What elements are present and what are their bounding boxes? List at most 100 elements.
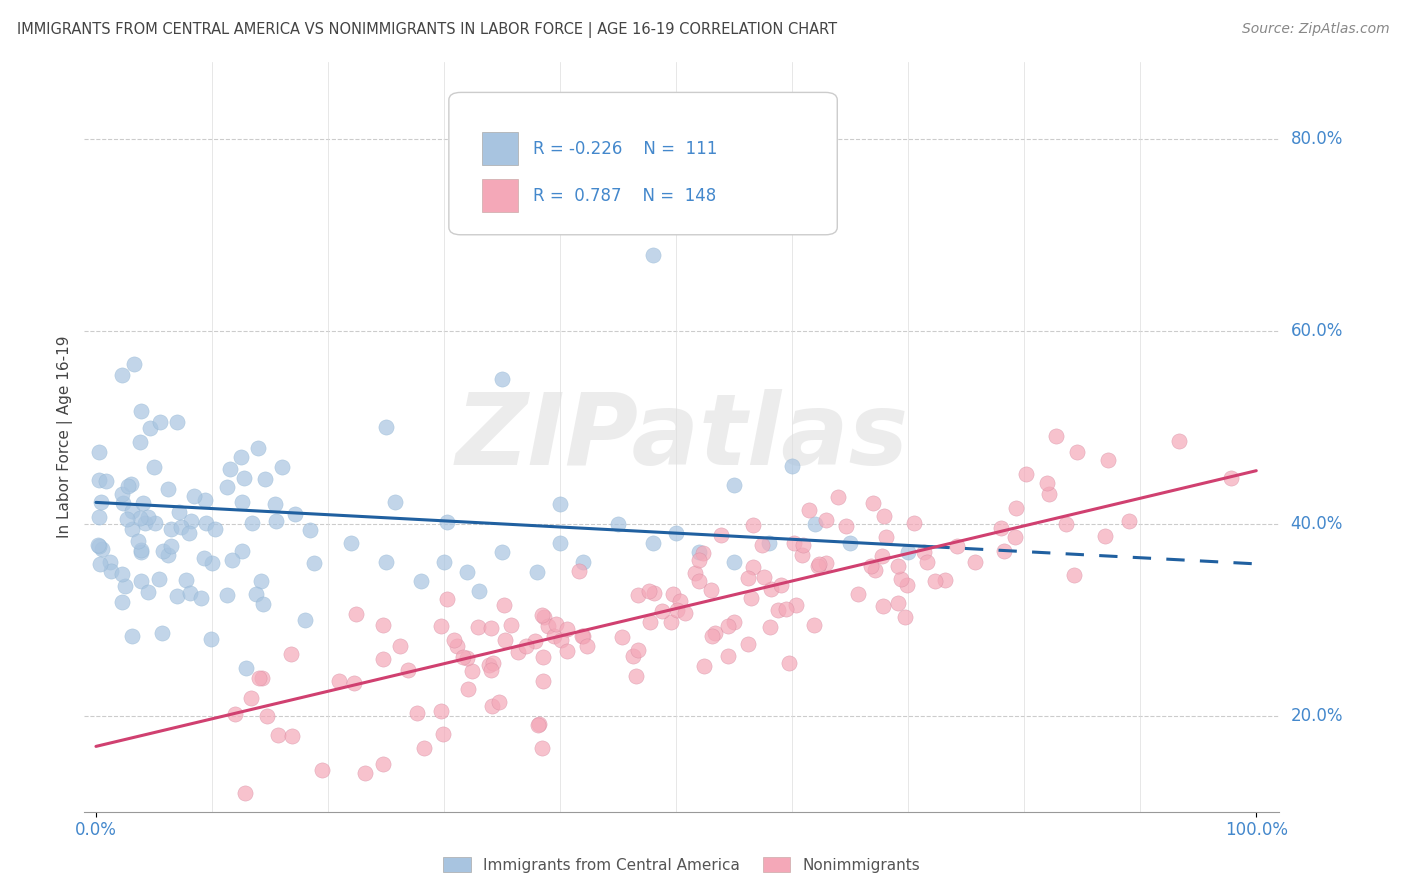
Point [128,434,150,449]
Point [990,521,1012,535]
Point [252,671,274,685]
Point [494,598,516,612]
Point [94,474,117,488]
Point [665,526,688,541]
Point [264,514,287,528]
Point [814,513,837,527]
Point [169,506,191,520]
Point [659,615,682,629]
Point [150,626,173,640]
Point [443,633,465,648]
Point [129,511,152,525]
Point [340,535,363,549]
Point [839,535,862,549]
Point [804,516,827,531]
Point [132,496,155,510]
Point [129,542,152,557]
Point [894,610,917,624]
Point [281,730,304,744]
Point [637,583,659,598]
Point [406,706,429,721]
Text: R =  0.787    N =  148: R = 0.787 N = 148 [533,186,716,205]
Point [114,579,136,593]
Point [344,607,367,621]
Point [354,766,377,780]
Point [479,621,502,635]
Point [568,564,591,578]
Point [235,660,257,674]
Point [122,357,145,371]
Point [1045,429,1067,443]
Point [456,565,478,579]
Point [396,663,419,677]
Point [183,489,205,503]
Point [229,450,252,464]
Point [946,540,969,554]
Point [89,540,111,554]
Point [152,543,174,558]
Point [527,718,550,732]
Point [993,544,1015,558]
Point [612,630,634,644]
Point [446,639,468,653]
Point [688,574,710,588]
Point [121,522,143,536]
Point [872,599,894,614]
Point [280,647,302,661]
FancyBboxPatch shape [482,179,519,212]
Point [527,717,550,731]
Point [501,617,523,632]
Point [815,557,838,571]
Text: 80.0%: 80.0% [1291,130,1343,148]
Point [716,649,738,664]
Point [159,522,181,536]
Point [688,553,710,567]
Point [934,574,956,588]
Point [253,472,276,486]
Legend: Immigrants from Central America, Nonimmigrants: Immigrants from Central America, Nonimmi… [437,851,927,879]
Point [129,545,152,559]
Point [917,555,939,569]
Point [263,497,285,511]
Point [491,545,513,559]
Point [250,574,273,588]
Point [710,528,733,542]
Point [456,651,478,665]
Point [110,368,132,383]
Point [267,728,290,742]
Point [752,570,775,584]
Point [284,507,307,521]
Point [700,582,723,597]
Point [665,603,688,617]
Text: IMMIGRANTS FROM CENTRAL AMERICA VS NONIMMIGRANTS IN LABOR FORCE | AGE 16-19 CORR: IMMIGRANTS FROM CENTRAL AMERICA VS NONIM… [17,22,837,38]
Point [1054,517,1077,532]
Point [221,553,243,567]
Point [875,530,897,544]
Point [219,462,242,476]
Point [1014,467,1036,481]
Point [89,509,111,524]
Point [100,564,122,578]
Point [409,574,432,589]
Point [621,649,644,664]
Point [1094,529,1116,543]
Point [862,496,884,510]
Point [778,657,800,671]
Point [87,538,110,552]
Text: ZIPatlas: ZIPatlas [456,389,908,485]
Point [111,594,134,608]
Point [432,727,454,741]
Point [89,445,111,459]
Point [1118,514,1140,528]
Point [120,477,142,491]
Point [638,615,661,630]
Point [90,495,112,509]
Point [375,555,398,569]
Point [270,460,292,475]
Point [688,545,710,559]
Point [200,632,222,647]
Point [195,516,218,530]
Point [723,478,745,492]
Point [740,591,762,605]
Point [143,459,166,474]
